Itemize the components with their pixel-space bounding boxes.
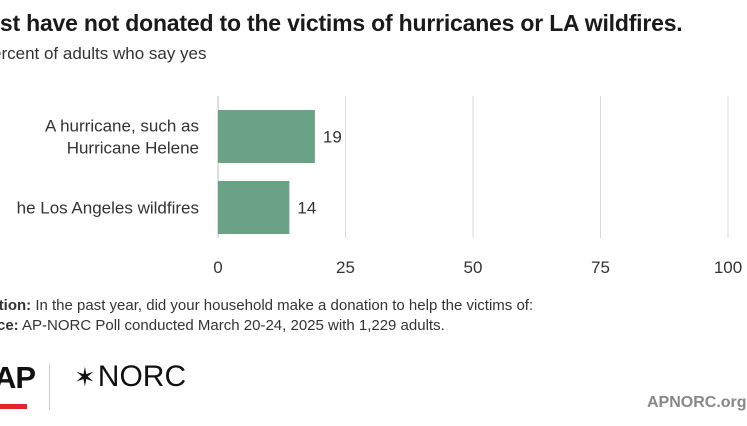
bar [218,110,315,163]
source-text: AP-NORC Poll conducted March 20-24, 2025… [18,317,445,334]
norc-star-icon: ✶ [74,362,96,392]
x-tick-label: 75 [591,258,610,277]
norc-logo-text: NORC [97,360,187,393]
norc-logo: ✶NORC [74,360,186,394]
data-label: 19 [323,128,342,147]
source-label: urce: [0,317,19,334]
logo-divider [49,364,50,410]
ap-logo: AP [0,360,36,395]
x-tick-label: 25 [336,258,355,277]
source-note: urce: AP-NORC Poll conducted March 20-24… [0,316,533,336]
site-link[interactable]: APNORC.org [647,394,747,411]
ap-logo-underline [0,404,27,409]
chart-subtitle: ercent of adults who say yes [0,44,207,63]
category-label: A hurricane, such as [45,117,199,136]
question-text: In the past year, did your household mak… [31,297,534,314]
data-label: 14 [297,199,316,218]
category-label: he Los Angeles wildfires [17,199,199,218]
category-label: Hurricane Helene [67,139,199,158]
x-tick-label: 0 [213,258,222,277]
bar-chart: 0 25 50 75 100 19 A hurricane, such as Hurrican… [17,96,742,277]
x-tick-label: 100 [714,258,742,277]
chart-title: ost have not donated to the victims of h… [0,10,683,36]
bar [218,181,290,234]
x-tick-label: 50 [464,258,483,277]
